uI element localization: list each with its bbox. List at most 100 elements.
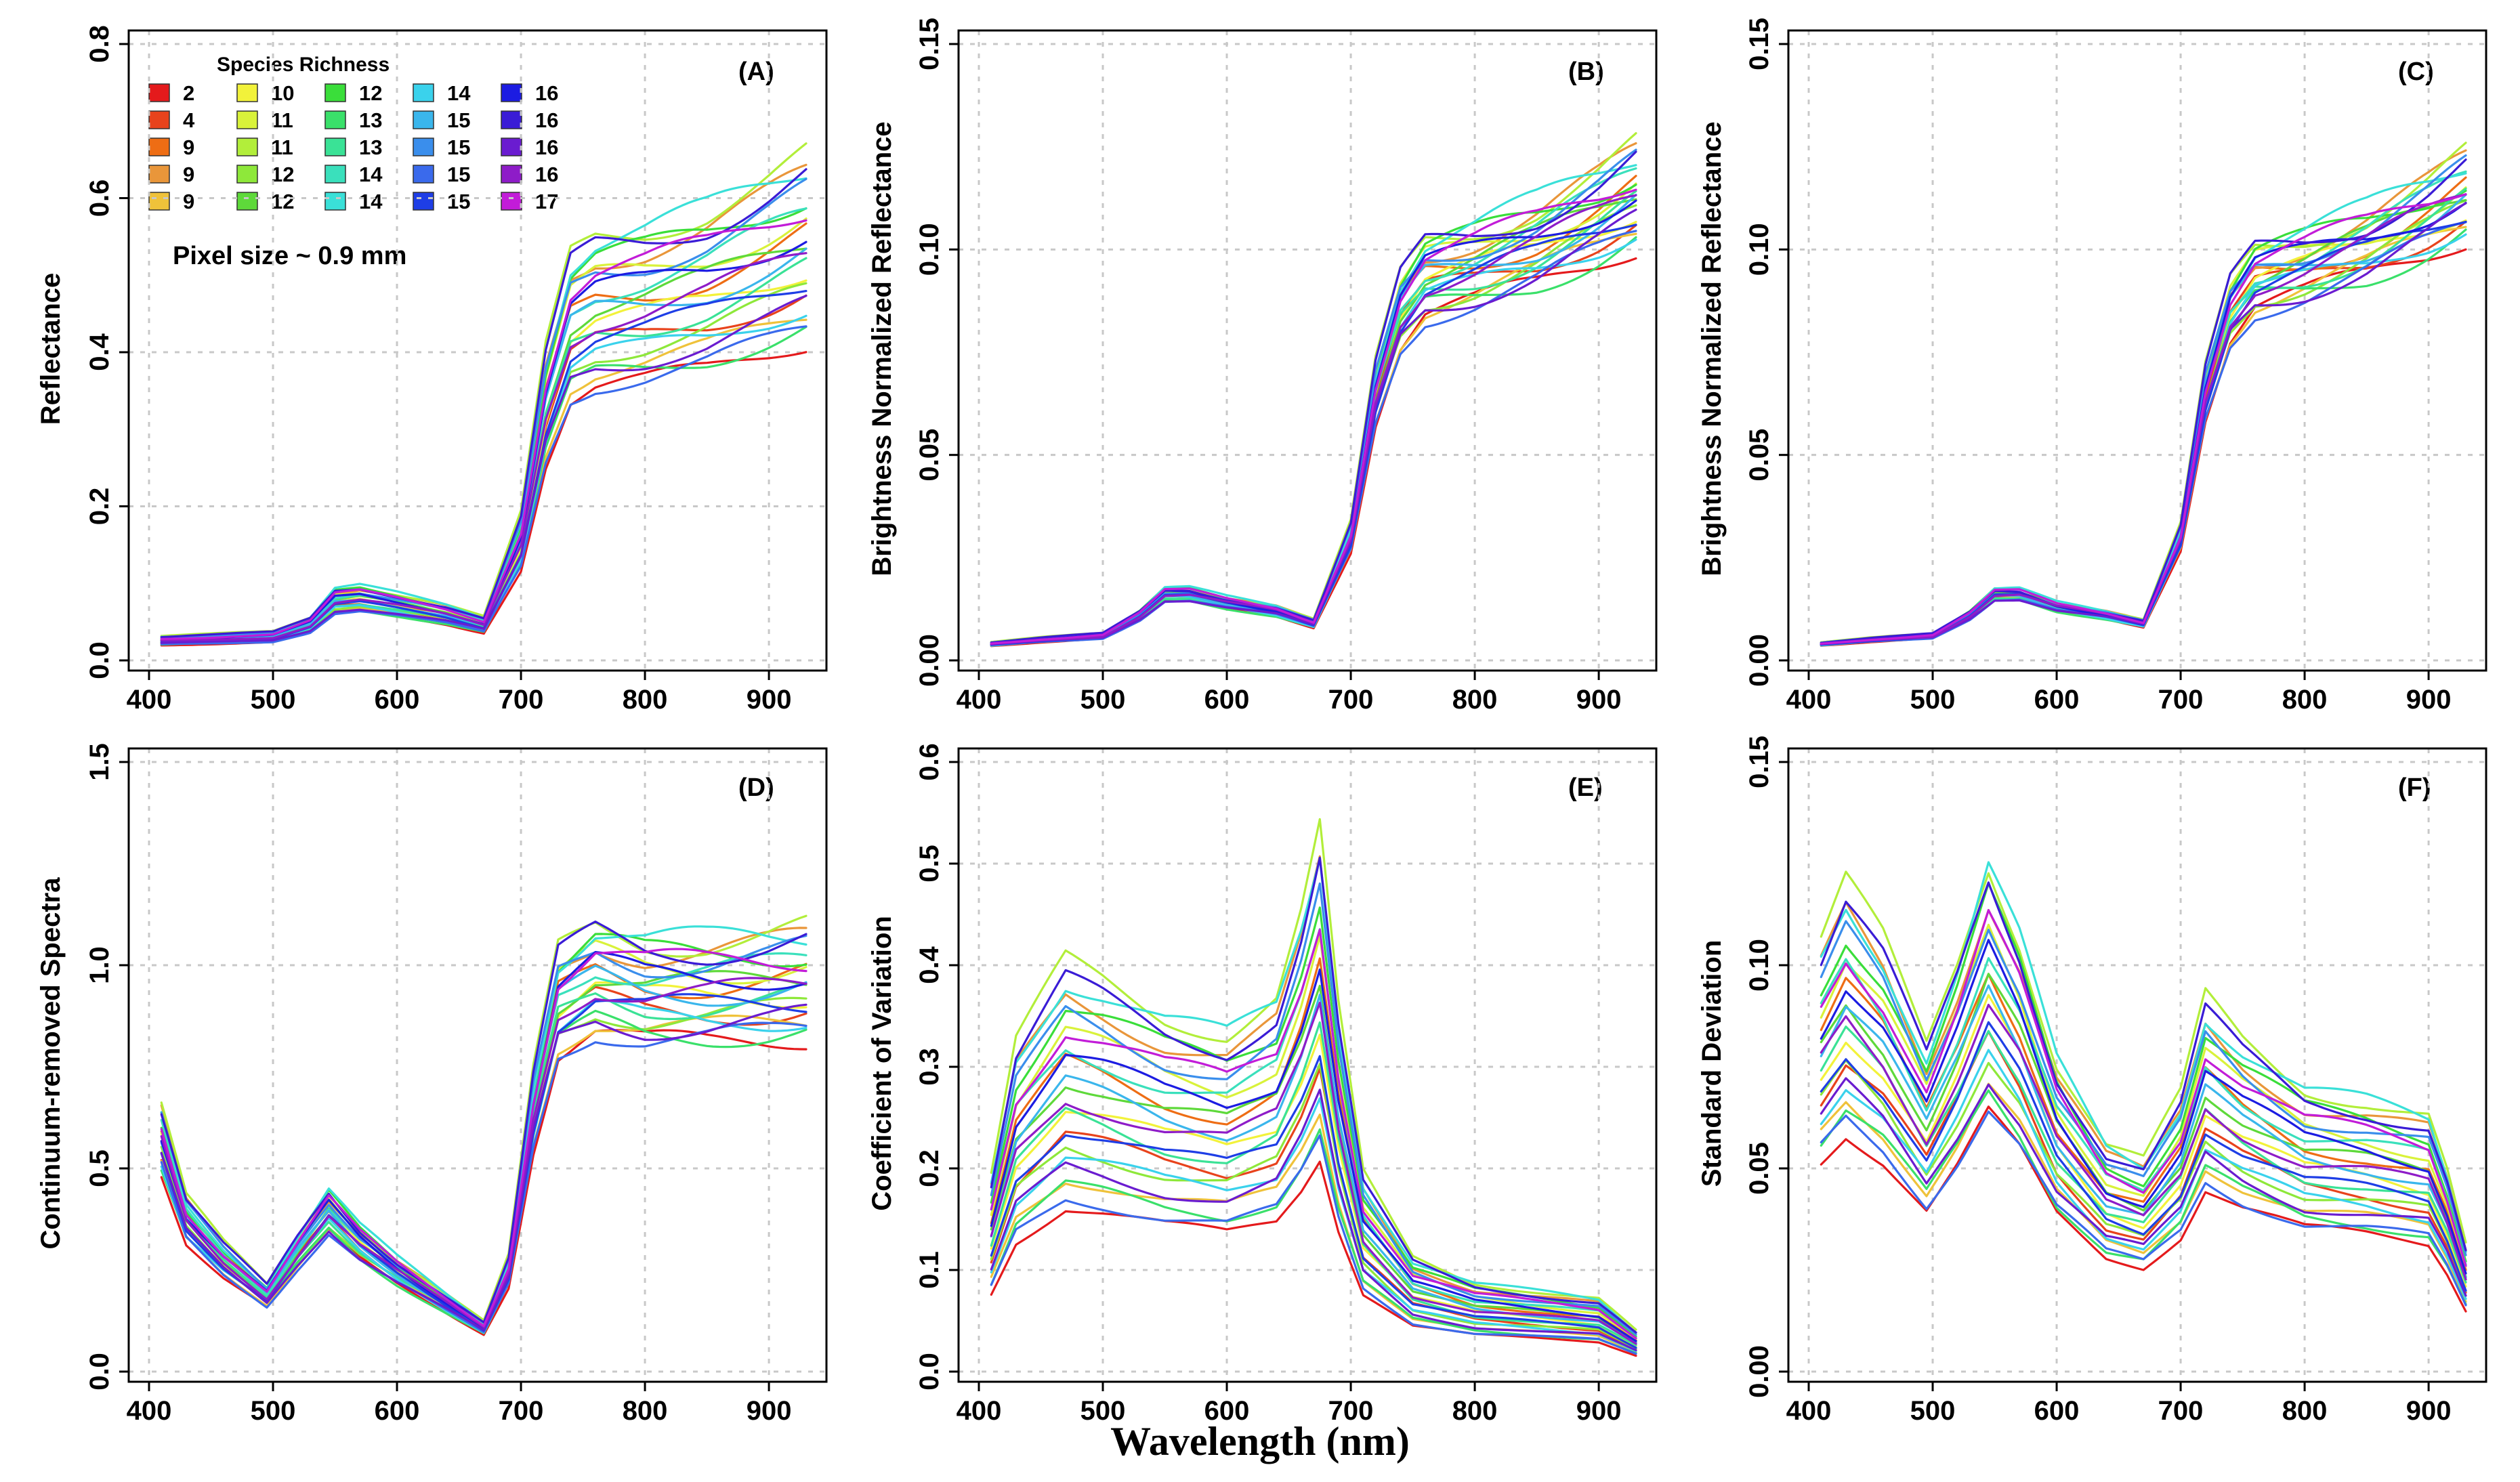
- series-line: [990, 1067, 1637, 1350]
- panel-a-ylabel: Reflectance: [36, 273, 66, 425]
- legend-label: 9: [183, 135, 194, 159]
- xtick-label: 500: [1080, 1396, 1126, 1426]
- legend-label: 12: [271, 163, 294, 186]
- series-line: [160, 326, 807, 646]
- series-line: [990, 175, 1637, 645]
- series-line: [1820, 870, 2467, 1244]
- panel-e: Coefficient of Variation (E): [867, 774, 1603, 1211]
- legend: Species Richness 2 4 9 9 9 10 11 11 12 12 12 13 13 14…: [148, 54, 558, 270]
- xtick-label: 500: [251, 685, 296, 715]
- legend-swatch: [148, 192, 170, 211]
- xtick-label: 600: [375, 685, 420, 715]
- legend-label: 16: [535, 163, 558, 186]
- panel-e-tag: (E): [1568, 774, 1603, 802]
- ytick-label: 0.8: [85, 25, 114, 63]
- panel-d: Continuum-removed Spectra (D): [36, 774, 774, 1249]
- legend-label: 13: [359, 108, 382, 132]
- panel-f: Standard Deviation (F): [1697, 774, 2431, 1187]
- series-line: [990, 194, 1637, 645]
- series-line: [1820, 920, 2467, 1256]
- series-line: [160, 257, 807, 643]
- series-line: [990, 818, 1637, 1331]
- series-line: [1820, 193, 2467, 645]
- xtick-label: 500: [251, 1396, 296, 1426]
- series-line: [990, 209, 1637, 646]
- ytick-label: 0.15: [1744, 736, 1774, 788]
- series-line: [1820, 219, 2467, 646]
- ytick-label: 0.4: [85, 333, 114, 370]
- legend-label: 13: [359, 135, 382, 159]
- legend-swatch: [324, 83, 346, 102]
- series-line: [160, 948, 807, 1328]
- legend-swatch: [236, 165, 258, 184]
- ytick-label: 0.0: [85, 1353, 114, 1391]
- legend-swatch: [324, 165, 346, 184]
- series-line: [1820, 201, 2467, 645]
- ytick-label: 0.4: [915, 946, 944, 983]
- legend-label: 12: [271, 190, 294, 213]
- legend-entries: 2 4 9 9 9 10 11 11 12 12 12 13 13 14 14 14 15 15 15 15 16 16 1…: [148, 81, 558, 213]
- ytick-label: 0.6: [85, 179, 114, 217]
- xtick-label: 600: [2034, 685, 2080, 715]
- ytick-label: 0.15: [1744, 18, 1774, 70]
- series-line: [160, 920, 807, 1324]
- legend-swatch: [236, 83, 258, 102]
- series-line: [1820, 882, 2467, 1263]
- series-line: [1820, 1049, 2467, 1300]
- legend-swatch: [501, 165, 522, 184]
- series-line: [160, 222, 807, 641]
- panel-b: Brightness Normalized Reflectance (B): [867, 58, 1604, 576]
- series-line: [160, 219, 807, 640]
- series-line: [160, 977, 807, 1329]
- xtick-label: 900: [2406, 685, 2452, 715]
- series-line: [990, 236, 1637, 647]
- series-line: [160, 252, 807, 642]
- legend-label: 16: [535, 108, 558, 132]
- xtick-label: 600: [2034, 1396, 2080, 1426]
- legend-label: 14: [359, 190, 383, 213]
- ytick-label: 0.2: [85, 488, 114, 526]
- legend-label: 17: [535, 190, 558, 213]
- legend-swatch: [413, 110, 434, 129]
- xtick-label: 400: [1786, 685, 1832, 715]
- ytick-label: 0.00: [915, 634, 944, 687]
- plot-frame: [957, 747, 1658, 1383]
- legend-swatch: [236, 192, 258, 211]
- ytick-label: 0.05: [1744, 1142, 1774, 1195]
- xtick-label: 400: [957, 1396, 1002, 1426]
- series-line: [160, 168, 807, 639]
- ytick-label: 0.15: [915, 18, 944, 70]
- xtick-label: 700: [1328, 1396, 1374, 1426]
- panel-a-tag: (A): [738, 58, 774, 86]
- series-line: [160, 952, 807, 1326]
- plot-frame: [127, 29, 828, 672]
- shared-xlabel: Wavelength (nm): [1110, 1419, 1410, 1464]
- ytick-label: 0.05: [1744, 429, 1774, 482]
- panel-a: Reflectance (A): [36, 58, 774, 425]
- panel-f-ylabel: Standard Deviation: [1697, 940, 1727, 1187]
- series-line: [990, 224, 1637, 647]
- series-line: [990, 1160, 1637, 1357]
- plot-area-4: 400 500 600 700 800 900 0.0 0.1 0.2 0.3 0.4 0.5 0.6: [915, 743, 1658, 1426]
- series-line: [160, 914, 807, 1321]
- legend-swatch: [324, 110, 346, 129]
- series-line: [1820, 202, 2467, 645]
- series-line: [1820, 1082, 2467, 1303]
- legend-label: 14: [359, 163, 383, 186]
- series-line: [1820, 1030, 2467, 1294]
- xtick-label: 600: [1204, 685, 1250, 715]
- series-line: [990, 994, 1637, 1345]
- xtick-label: 400: [127, 685, 172, 715]
- series-line: [1820, 226, 2467, 646]
- series-line: [160, 318, 807, 645]
- legend-swatch: [148, 110, 170, 129]
- legend-title: Species Richness: [217, 54, 390, 76]
- legend-label: 15: [447, 108, 470, 132]
- legend-swatch: [501, 137, 522, 156]
- legend-swatch: [413, 165, 434, 184]
- series-line: [1820, 1021, 2467, 1292]
- series-line: [160, 247, 807, 641]
- series-line: [990, 1088, 1637, 1352]
- legend-swatch: [324, 137, 346, 156]
